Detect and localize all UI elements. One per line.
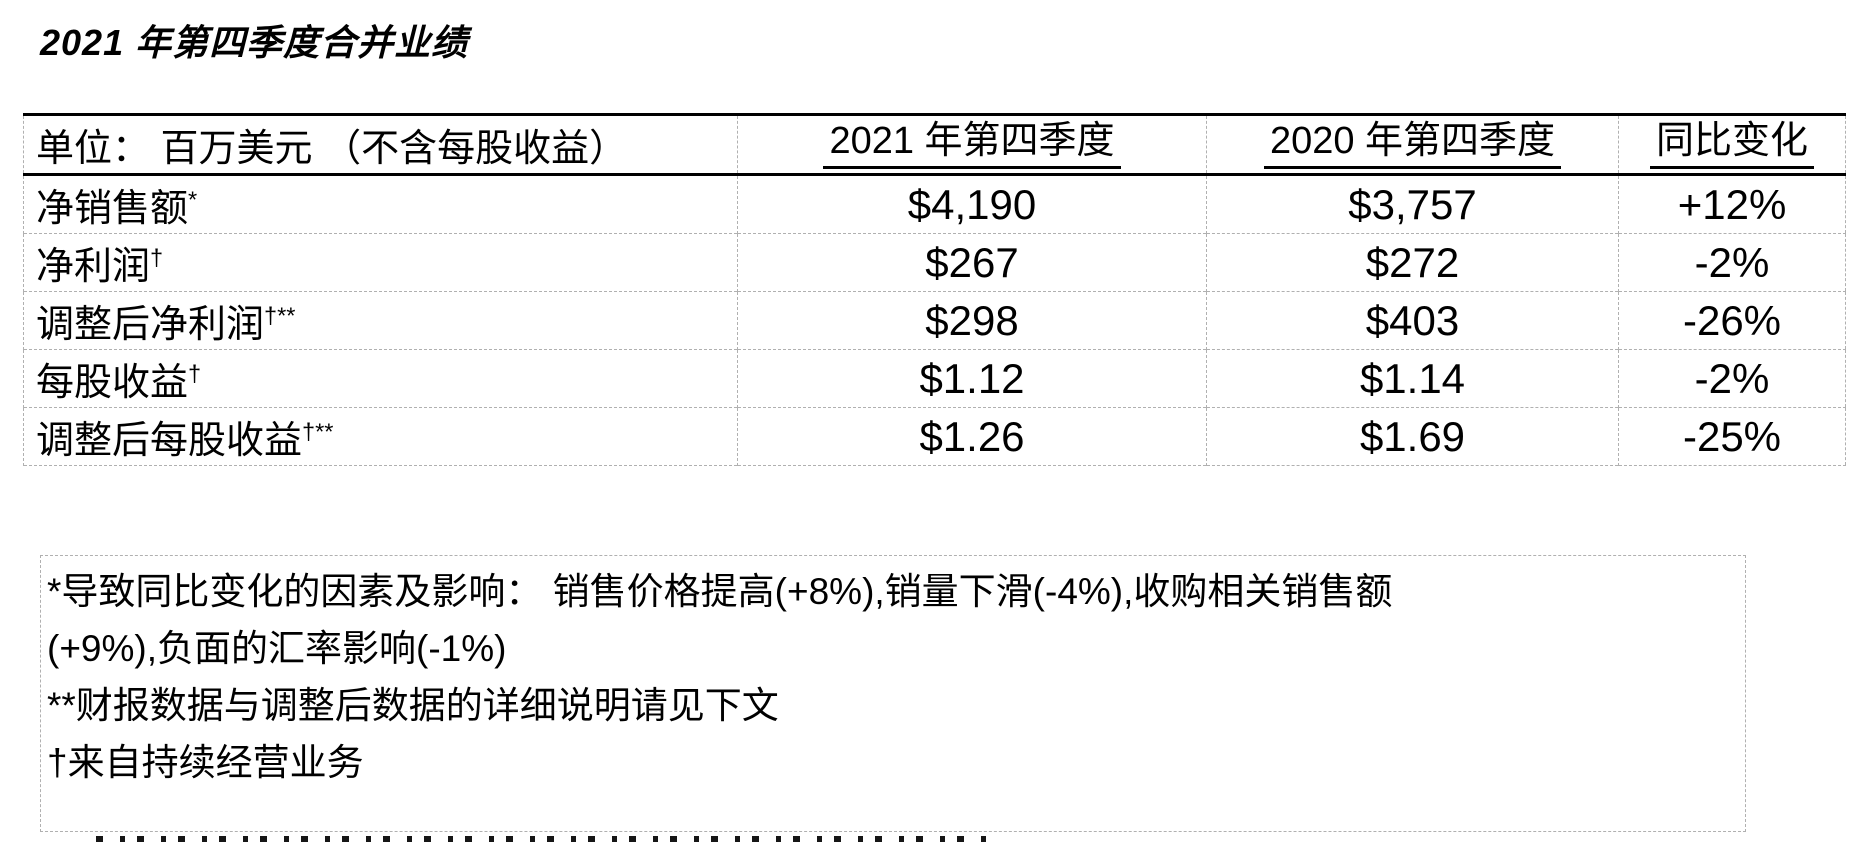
row-label: 调整后净利润†** [23,291,738,350]
truncated-next-heading [96,836,994,842]
row-label: 净利润† [23,233,738,292]
table-row-net-sales: 净销售额* $4,190 $3,757 +12% [23,174,1846,234]
value-q4-2020: $403 [1206,291,1619,350]
table-row-adjusted-eps: 调整后每股收益†** $1.26 $1.69 -25% [23,407,1846,466]
table-row-adjusted-net-income: 调整后净利润†** $298 $403 -26% [23,291,1846,350]
footnote-marker: †** [302,418,334,445]
value-yoy-change: +12% [1618,174,1846,234]
value-q4-2021: $1.12 [737,349,1207,408]
table-row-eps: 每股收益† $1.12 $1.14 -2% [23,349,1846,408]
row-label: 调整后每股收益†** [23,407,738,466]
col-header-q4-2020-label: 2020 年第四季度 [1263,120,1562,169]
page-title: 2021 年第四季度合并业绩 [40,22,469,63]
value-q4-2021: $4,190 [737,174,1207,234]
value-yoy-change: -26% [1618,291,1846,350]
footnote-marker: † [150,244,164,271]
col-header-yoy-change-label: 同比变化 [1649,120,1814,169]
value-yoy-change: -2% [1618,233,1846,292]
value-q4-2020: $272 [1206,233,1619,292]
value-q4-2020: $1.14 [1206,349,1619,408]
col-header-units: 单位： 百万美元 （不含每股收益） [23,114,738,175]
table-header-row: 单位： 百万美元 （不含每股收益） 2021 年第四季度 2020 年第四季度 … [23,114,1846,175]
col-header-yoy-change: 同比变化 [1618,114,1846,175]
row-label: 净销售额* [23,174,738,234]
col-header-q4-2021-label: 2021 年第四季度 [823,120,1121,169]
footnote-marker: * [188,186,198,213]
col-header-q4-2020: 2020 年第四季度 [1206,114,1619,175]
table-body: 净销售额* $4,190 $3,757 +12% 净利润† $267 $272 … [23,174,1846,466]
footnote-line-continuing-operations: †来自持续经营业务 [47,742,364,783]
footnote-line-sales-drivers-2: (+9%),负面的汇率影响(-1%) [47,628,507,669]
value-q4-2020: $1.69 [1206,407,1619,466]
row-label: 每股收益† [23,349,738,408]
value-yoy-change: -25% [1618,407,1846,466]
value-q4-2020: $3,757 [1206,174,1619,234]
value-yoy-change: -2% [1618,349,1846,408]
footnote-line-sales-drivers-1: *导致同比变化的因素及影响： 销售价格提高(+8%),销量下滑(-4%),收购相… [47,571,1393,612]
col-header-q4-2021: 2021 年第四季度 [737,114,1207,175]
footnote-marker: †** [264,302,296,329]
value-q4-2021: $298 [737,291,1207,350]
table-row-net-income: 净利润† $267 $272 -2% [23,233,1846,292]
footnote-marker: † [188,360,202,387]
footnote-line-adjusted-reconciliation: **财报数据与调整后数据的详细说明请见下文 [47,685,779,726]
results-table: 单位： 百万美元 （不含每股收益） 2021 年第四季度 2020 年第四季度 … [23,113,1846,466]
value-q4-2021: $267 [737,233,1207,292]
footnotes-box: *导致同比变化的因素及影响： 销售价格提高(+8%),销量下滑(-4%),收购相… [40,555,1746,832]
value-q4-2021: $1.26 [737,407,1207,466]
